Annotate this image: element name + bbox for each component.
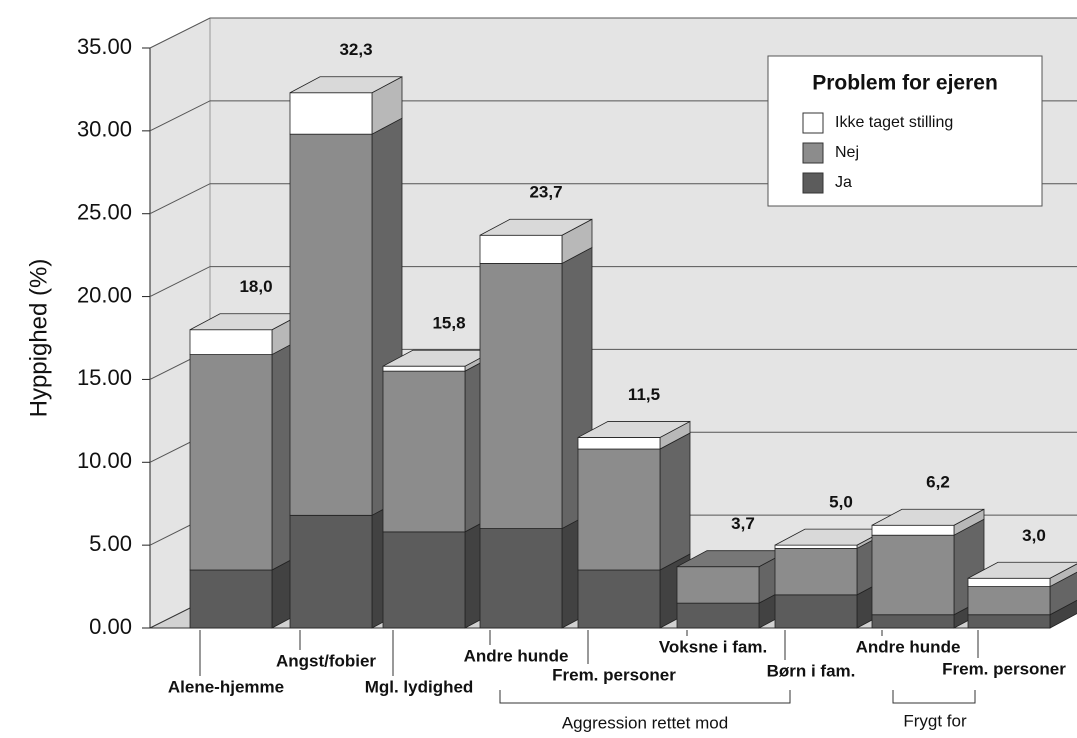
bar-segment [774,594,858,629]
y-tick-label: 5.00 [89,531,132,556]
total-label: 3,0 [1022,526,1046,545]
group-label: Frygt for [903,711,967,730]
y-tick-label: 35.00 [77,34,132,59]
total-label: 3,7 [731,514,755,533]
bar-segment [774,544,858,549]
total-label: 11,5 [628,385,660,404]
bar-segment [967,614,1051,629]
total-label: 23,7 [529,183,562,202]
total-label: 5,0 [829,493,853,512]
bar-segment [676,602,760,629]
bar-segment [871,534,955,616]
bar-top [577,421,691,438]
bar-segment [967,586,1051,616]
y-tick-label: 10.00 [77,448,132,473]
legend-swatch [802,112,824,134]
bar-segment [189,569,273,629]
bar-side [659,432,691,571]
y-tick-label: 0.00 [89,614,132,639]
bar-segment [479,234,563,264]
grid-line [149,266,1077,298]
x-tick-label: Frem. personer [552,665,676,684]
bar-segment [577,448,661,571]
x-tick-label: Børn i fam. [767,661,856,680]
bar-top [967,561,1077,579]
legend-label: Ikke taget stilling [835,114,953,131]
legend-label: Nej [835,144,859,161]
total-label: 18,0 [239,277,272,296]
x-tick-label: Alene-hjemme [168,677,284,696]
total-label: 15,8 [432,314,465,333]
bar-top [289,76,403,94]
bar-segment [382,365,466,372]
x-tick-label: Mgl. lydighed [365,677,474,696]
bar-segment [676,566,760,604]
legend-title: Problem for ejeren [812,72,998,95]
x-tick-label: Angst/fobier [276,651,376,670]
total-label: 6,2 [926,473,950,492]
y-tick-label: 25.00 [77,200,132,225]
y-axis-label: Hyppighed (%) [25,259,52,418]
bar-segment [479,528,563,629]
bar-top [871,508,985,526]
x-tick-label: Andre hunde [856,637,961,656]
bar-segment [871,524,955,536]
legend-label: Ja [835,174,852,191]
x-tick-label: Frem. personer [942,659,1066,678]
y-tick-label: 30.00 [77,117,132,142]
bar-segment [289,133,373,516]
group-bracket [892,690,976,704]
bar-segment [189,354,273,571]
y-tick-label: 20.00 [77,282,132,307]
bar-segment [479,263,563,529]
total-label: 32,3 [339,40,372,59]
bar-segment [189,329,273,355]
bar-segment [577,437,661,450]
bar-segment [577,569,661,629]
bar-segment [382,531,466,629]
legend-swatch [802,172,824,194]
x-tick-label: Voksne i fam. [659,637,767,656]
bar-top [479,218,593,236]
x-tick-label: Andre hunde [464,646,569,665]
bar-segment [289,514,373,629]
grid-line [149,17,1077,49]
bar-segment [871,614,955,629]
bar-segment [382,370,466,533]
legend-swatch [802,142,824,164]
group-bracket [499,690,791,704]
bar-segment [774,548,858,596]
group-label: Aggression rettet mod [562,713,728,732]
bar-segment [289,92,373,135]
bar-segment [967,577,1051,587]
y-tick-label: 15.00 [77,365,132,390]
plot: 0.00 5.00 10.00 15.00 20.00 25.00 30.00 35.00 18… [77,17,1077,696]
